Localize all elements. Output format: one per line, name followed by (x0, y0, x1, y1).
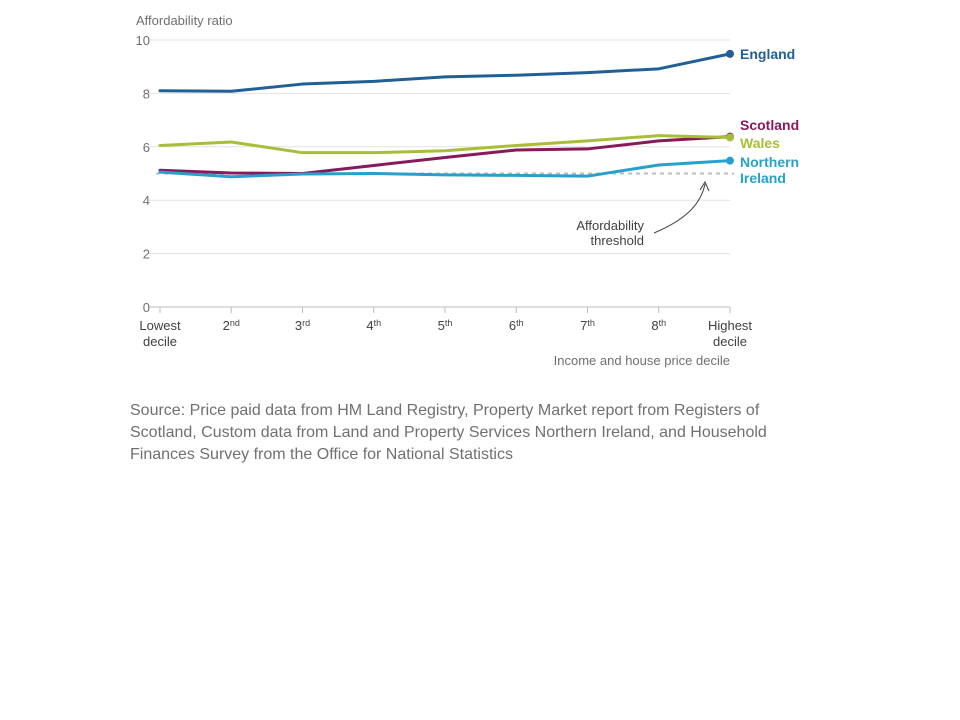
threshold-label: Affordability (576, 218, 644, 233)
series-label-northern-ireland: Northern (740, 154, 799, 170)
series-label-wales: Wales (740, 135, 780, 151)
x-tick-label: 8th (651, 318, 666, 333)
series-end-point-england (726, 49, 734, 58)
series-label-england: England (740, 46, 795, 62)
x-tick-label: Highest (708, 318, 752, 333)
y-axis-title: Affordability ratio (136, 13, 233, 28)
series-label-scotland: Scotland (740, 117, 799, 133)
x-tick-label: 4th (366, 318, 381, 333)
gridlines (148, 39, 730, 308)
threshold-label: threshold (591, 233, 644, 248)
series-line-northern-ireland (158, 159, 732, 179)
y-tick-label: 6 (143, 140, 150, 155)
x-tick-label: 6th (509, 318, 524, 333)
x-tick-label: 2nd (223, 318, 240, 333)
x-axis-title: Income and house price decile (554, 353, 730, 368)
y-axis-ticks: 0 2 4 6 8 10 (136, 33, 150, 315)
x-tick-label: Lowest (139, 318, 181, 333)
series-line-england (158, 52, 732, 93)
x-tick-label: 7th (580, 318, 595, 333)
y-tick-label: 10 (136, 33, 150, 48)
series-label-northern-ireland: Ireland (740, 170, 786, 186)
y-tick-label: 2 (143, 247, 150, 262)
x-tick-label-line2: decile (143, 334, 177, 349)
series-end-point-wales (726, 133, 734, 142)
series-end-point-northern-ireland (726, 156, 734, 165)
y-tick-label: 8 (143, 86, 150, 101)
x-tick-label-line2: decile (713, 334, 747, 349)
series-line-wales (158, 134, 732, 155)
x-tick-label: 3rd (295, 318, 310, 333)
y-tick-label: 0 (143, 300, 150, 315)
threshold-arrow (653, 183, 706, 234)
y-tick-label: 4 (143, 193, 150, 208)
threshold-arrowhead (699, 180, 710, 192)
x-tick-label: 5th (438, 318, 453, 333)
series-line-scotland (158, 135, 732, 175)
series-lines (158, 49, 734, 179)
source-note: Source: Price paid data from HM Land Reg… (130, 402, 767, 463)
